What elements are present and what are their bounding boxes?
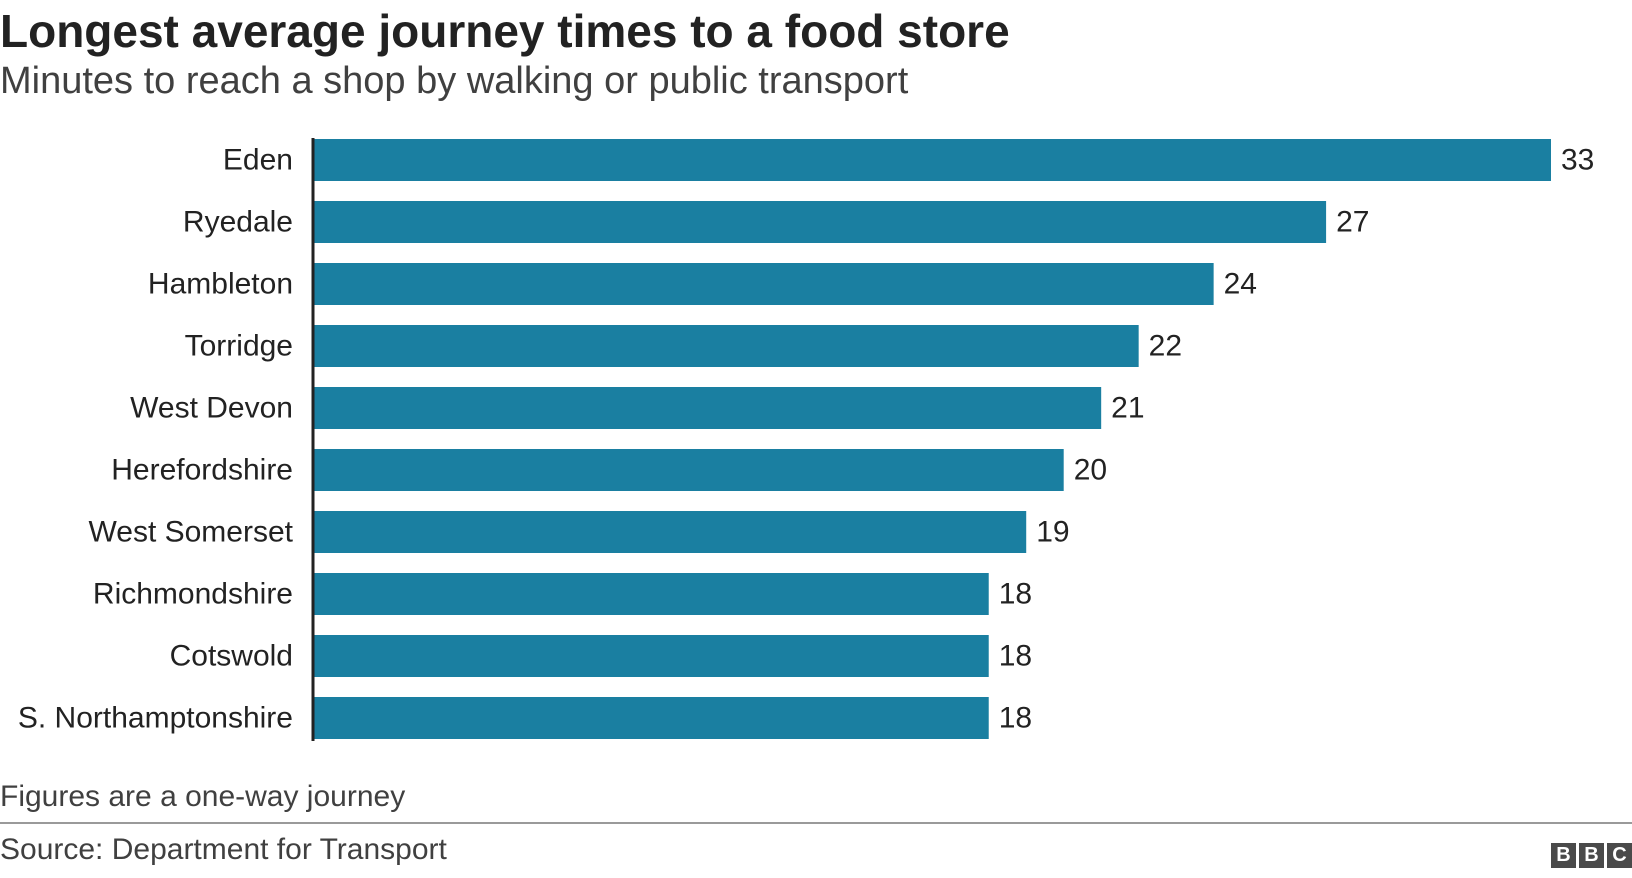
bar bbox=[314, 139, 1551, 181]
category-label: S. Northamptonshire bbox=[18, 702, 293, 735]
value-label: 21 bbox=[1111, 392, 1144, 425]
bar bbox=[314, 635, 989, 677]
value-label: 27 bbox=[1336, 206, 1369, 239]
chart-note: Figures are a one-way journey bbox=[0, 780, 406, 813]
value-label: 24 bbox=[1224, 268, 1257, 301]
bar bbox=[314, 325, 1139, 367]
value-label: 33 bbox=[1561, 144, 1594, 177]
category-label: Ryedale bbox=[183, 206, 293, 239]
category-label: Hambleton bbox=[148, 268, 293, 301]
value-label: 18 bbox=[999, 640, 1032, 673]
bbc-logo: B B C bbox=[1551, 843, 1632, 868]
value-label: 20 bbox=[1074, 454, 1107, 487]
bar bbox=[314, 449, 1064, 491]
value-label: 18 bbox=[999, 702, 1032, 735]
chart-subtitle: Minutes to reach a shop by walking or pu… bbox=[0, 60, 909, 102]
chart-title: Longest average journey times to a food … bbox=[0, 5, 1010, 57]
category-label: West Devon bbox=[130, 392, 293, 425]
category-label: Eden bbox=[223, 144, 293, 177]
category-label: Cotswold bbox=[170, 640, 293, 673]
value-label: 19 bbox=[1036, 516, 1069, 549]
value-label: 22 bbox=[1149, 330, 1182, 363]
category-label: Herefordshire bbox=[111, 454, 293, 487]
category-label: West Somerset bbox=[88, 516, 293, 549]
bar bbox=[314, 697, 989, 739]
bar bbox=[314, 387, 1102, 429]
footer-divider bbox=[0, 822, 1632, 824]
bar bbox=[314, 263, 1214, 305]
value-label: 18 bbox=[999, 578, 1032, 611]
logo-letter: C bbox=[1607, 843, 1632, 868]
bar bbox=[314, 201, 1327, 243]
bar bbox=[314, 573, 989, 615]
logo-letter: B bbox=[1551, 843, 1576, 868]
category-label: Torridge bbox=[185, 330, 293, 363]
category-label: Richmondshire bbox=[93, 578, 293, 611]
bar bbox=[314, 511, 1027, 553]
bar-chart: Eden 33 Ryedale 27 Hambleton 24 Torridge 22 West… bbox=[18, 138, 1594, 741]
logo-letter: B bbox=[1579, 843, 1604, 868]
source-text: Source: Department for Transport bbox=[0, 833, 447, 866]
